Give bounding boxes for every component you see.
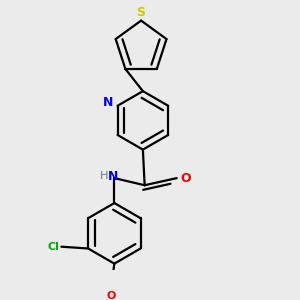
Text: N: N: [107, 170, 118, 183]
Text: H: H: [100, 171, 109, 181]
Text: N: N: [102, 96, 113, 110]
Text: O: O: [106, 291, 116, 300]
Text: Cl: Cl: [48, 242, 59, 252]
Text: O: O: [180, 172, 191, 184]
Text: S: S: [136, 6, 146, 19]
